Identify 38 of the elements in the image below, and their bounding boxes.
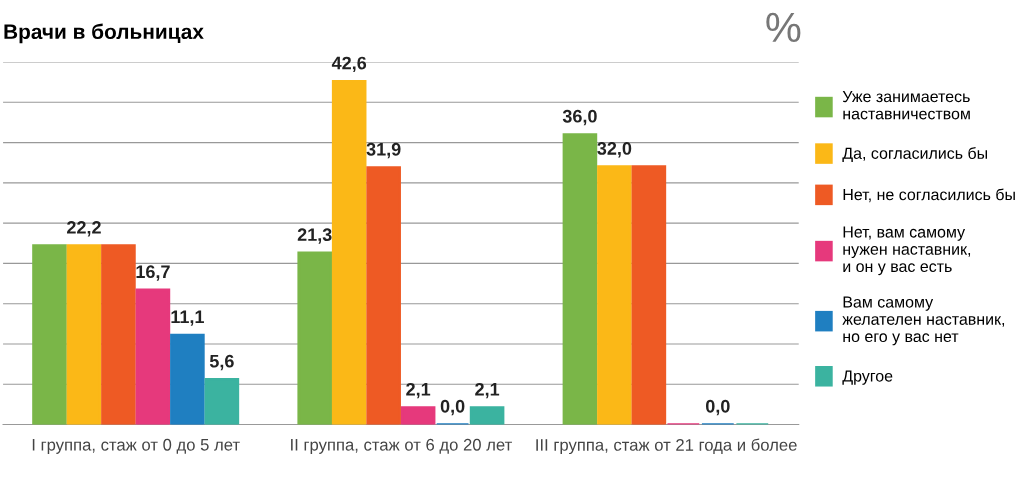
data-label: 11,1 — [171, 310, 204, 326]
bar — [331, 79, 367, 425]
data-label: 2,1 — [406, 382, 431, 399]
bar — [170, 333, 205, 425]
data-label: 0,0 — [440, 399, 465, 416]
data-label: 31,9 — [366, 142, 401, 159]
data-label: 0,0 — [705, 399, 730, 416]
data-label: 21,3 — [297, 228, 332, 244]
legend-label: Нет, вам самому нужен наставник, и он у вас есть — [843, 226, 971, 276]
text: % — [766, 12, 801, 43]
data-label: 32,0 — [597, 142, 632, 158]
chart-title: Врачи в больницах — [4, 23, 204, 44]
legend-label: Другое — [842, 370, 893, 385]
bar — [562, 133, 598, 425]
bar — [101, 244, 136, 425]
bar — [597, 165, 632, 425]
bar — [135, 288, 171, 425]
x-tick-label: I группа, стаж от 0 до 5 лет — [32, 438, 240, 454]
bar — [66, 244, 102, 425]
data-label: 16,7 — [136, 265, 170, 281]
bar — [400, 406, 436, 425]
bar — [469, 406, 505, 425]
bar — [366, 166, 401, 425]
data-label: 2,1 — [475, 382, 500, 399]
x-tick-label: III группа, стаж от 21 года и более — [536, 438, 797, 455]
legend-label: Уже занимаетесь наставничеством — [842, 91, 970, 120]
data-label: 5,6 — [209, 354, 234, 371]
legend-label: Да, согласились бы — [842, 147, 987, 162]
bar — [204, 378, 240, 425]
data-label: 36,0 — [562, 109, 597, 126]
data-label: 42,6 — [331, 56, 367, 73]
legend-label: Нет, не согласились бы — [843, 188, 1015, 203]
data-label: 22,2 — [67, 221, 101, 237]
x-tick-label: II группа, стаж от 6 до 20 лет — [291, 438, 512, 454]
bar — [297, 251, 332, 425]
legend-label: Вам самому желателен наставник, но его у вас нет — [842, 296, 1005, 346]
bar — [631, 165, 667, 425]
bar — [32, 244, 67, 425]
